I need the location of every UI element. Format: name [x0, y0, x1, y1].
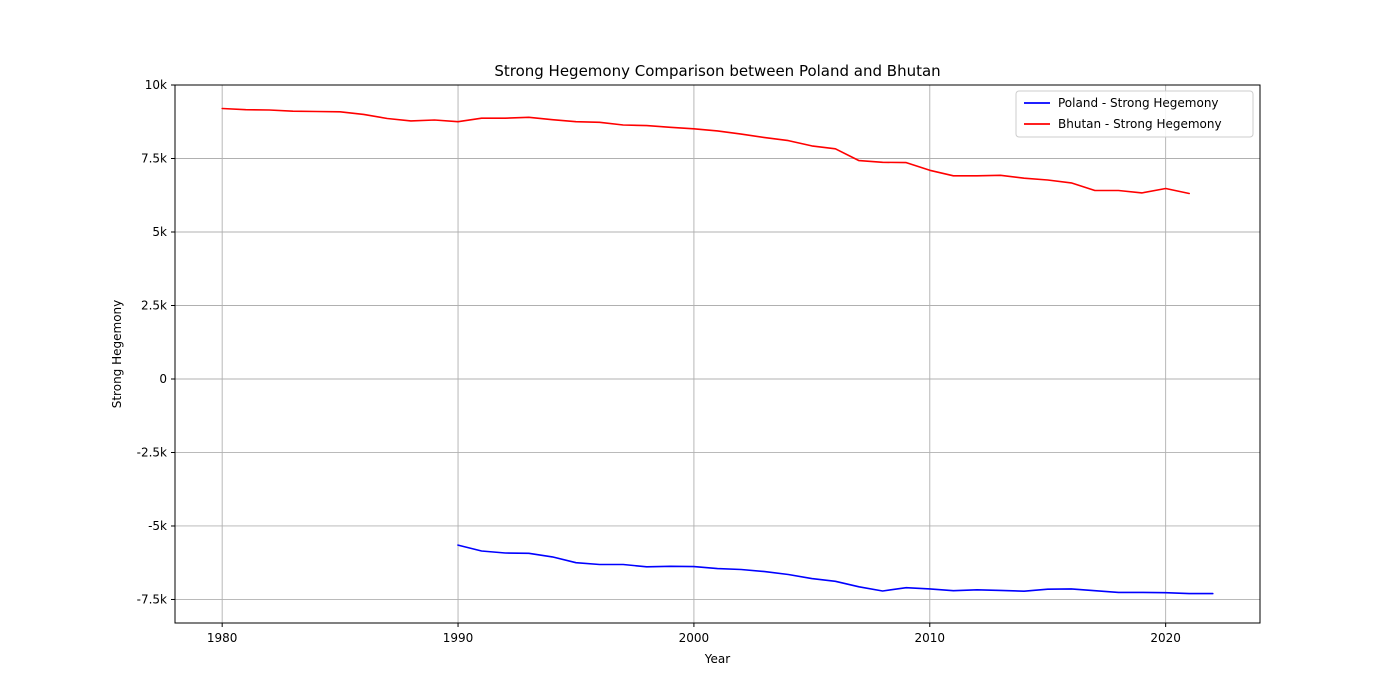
y-tick-label: -7.5k — [137, 592, 167, 606]
legend: Poland - Strong Hegemony Bhutan - Strong … — [1015, 90, 1254, 138]
x-tick-label: 2010 — [915, 631, 946, 645]
x-axis-ticks: 1980 1990 2000 2010 2020 — [207, 623, 1181, 645]
y-axis-ticks: -7.5k -5k -2.5k 0 2.5k 5k 7.5k 10k — [137, 78, 175, 606]
y-tick-label: -2.5k — [137, 445, 167, 459]
y-axis-label: Strong Hegemony — [110, 300, 124, 409]
legend-label: Bhutan - Strong Hegemony — [1058, 117, 1222, 131]
x-axis-label: Year — [704, 652, 730, 666]
y-tick-label: -5k — [148, 519, 167, 533]
y-tick-label: 10k — [145, 78, 167, 92]
plot-area-frame — [174, 84, 1261, 624]
chart-title: Strong Hegemony Comparison between Polan… — [494, 62, 940, 80]
y-tick-label: 5k — [152, 225, 167, 239]
x-tick-label: 2020 — [1150, 631, 1181, 645]
legend-label: Poland - Strong Hegemony — [1058, 96, 1219, 110]
series-lines — [221, 107, 1214, 595]
series-line-0 — [457, 544, 1214, 595]
x-tick-label: 1980 — [207, 631, 238, 645]
legend-box — [1015, 90, 1254, 138]
y-tick-label: 7.5k — [141, 151, 167, 165]
series-line-1 — [221, 107, 1190, 195]
x-tick-label: 2000 — [679, 631, 710, 645]
x-tick-label: 1990 — [443, 631, 474, 645]
y-tick-label: 2.5k — [141, 298, 167, 312]
grid — [175, 84, 1260, 623]
y-tick-label: 0 — [159, 372, 167, 386]
